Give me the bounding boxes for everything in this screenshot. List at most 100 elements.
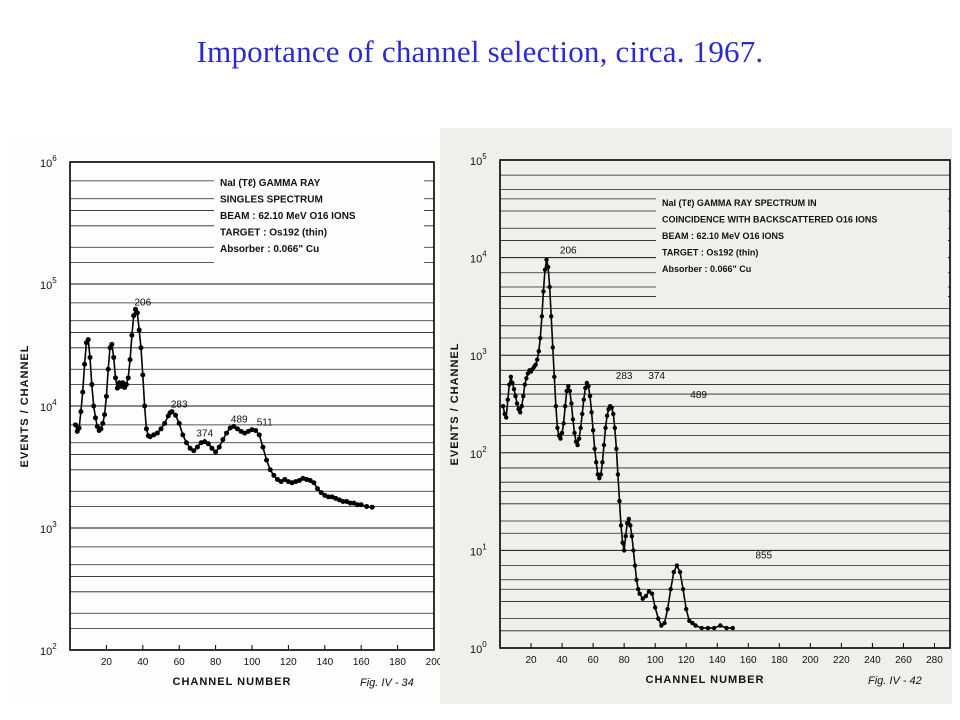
data-point [187,445,193,451]
data-point [564,388,569,394]
data-point [674,563,680,568]
data-point [566,384,571,389]
data-point [102,412,108,418]
data-point [635,587,641,592]
x-tick-label: 200 [802,655,819,666]
data-point [690,620,695,626]
data-point [538,335,543,341]
data-point [677,569,683,575]
data-point [129,332,135,338]
data-point [522,382,528,387]
x-tick-label: 40 [557,655,569,666]
data-point [573,439,579,444]
data-point [629,533,635,539]
data-point [264,457,270,463]
data-point [552,374,557,380]
data-point [668,587,673,592]
data-point [103,393,109,399]
data-point [659,623,664,628]
data-point [711,625,717,631]
data-point [109,341,115,347]
peak-label: 489 [690,390,707,401]
x-tick-label: 160 [740,655,757,666]
peak-label: 283 [171,400,188,411]
data-point [576,436,582,441]
data-point [662,620,667,626]
data-point [589,410,594,415]
left-chart-panel: 102 103 104 105 106 20 40 60 80 100 120 140 160 180 20… [8,140,443,700]
data-point [131,313,137,319]
x-tick-label: 20 [525,655,537,666]
data-point [136,327,142,333]
data-point [369,504,375,510]
x-tick-label: 20 [101,657,113,668]
figure-label: Fig. IV - 34 [360,677,414,689]
legend-box [214,170,424,274]
x-tick-label: 80 [619,655,631,666]
y-tick-label: 104 [40,398,57,414]
x-tick-label: 220 [833,655,850,666]
data-point [85,337,91,343]
data-point [91,403,97,409]
data-point [545,264,551,270]
data-point [92,415,98,421]
data-point [82,361,88,367]
data-point [194,444,200,450]
data-point [216,444,222,450]
y-tick-label: 105 [470,152,487,168]
data-point [89,382,95,388]
data-point [665,606,670,612]
data-point [549,314,554,319]
legend-line: BEAM : 62.10 MeV O16 IONS [662,231,784,241]
data-point [632,563,638,568]
data-point [656,616,661,621]
data-point [671,569,676,575]
data-point [626,516,631,522]
data-point [183,440,189,446]
data-point [625,520,630,526]
data-point [684,606,689,612]
data-point [620,540,625,545]
data-point [347,500,353,506]
data-point [318,490,324,496]
data-point [508,374,514,380]
data-point [256,432,262,438]
data-point [169,409,175,415]
data-point [358,502,364,508]
x-tick-label: 160 [353,657,370,668]
data-point [140,372,146,378]
data-point [519,404,524,409]
data-point [502,411,507,417]
data-point [307,478,313,484]
data-point [640,596,645,601]
data-point [533,362,538,367]
peak-label: 489 [231,414,248,425]
data-point [555,425,560,431]
data-point [586,384,591,389]
x-tick-label: 180 [389,657,406,668]
data-point [176,420,182,426]
data-point [628,523,633,528]
data-point [138,345,144,351]
data-point [271,472,277,478]
x-tick-label: 60 [588,655,600,666]
data-point [536,348,541,354]
peak-label: 206 [560,246,577,257]
legend-line: NaI (Tℓ) GAMMA RAY SPECTRUM IN [662,198,817,208]
data-point [603,425,608,431]
data-point [590,428,596,433]
data-point [202,439,208,445]
data-point [180,432,186,438]
data-point [315,486,321,492]
data-point [123,382,129,388]
data-point [105,366,111,372]
data-point [340,498,346,504]
peak-label: 855 [755,551,772,562]
y-axis-label: EVENTS / CHANNEL [449,343,461,466]
data-point [191,448,197,454]
peak-label: 283 [616,371,633,382]
data-point [643,593,649,599]
data-point [541,289,546,294]
y-tick-label: 103 [40,520,57,536]
legend-line: TARGET : Os192 (thin) [662,248,758,258]
